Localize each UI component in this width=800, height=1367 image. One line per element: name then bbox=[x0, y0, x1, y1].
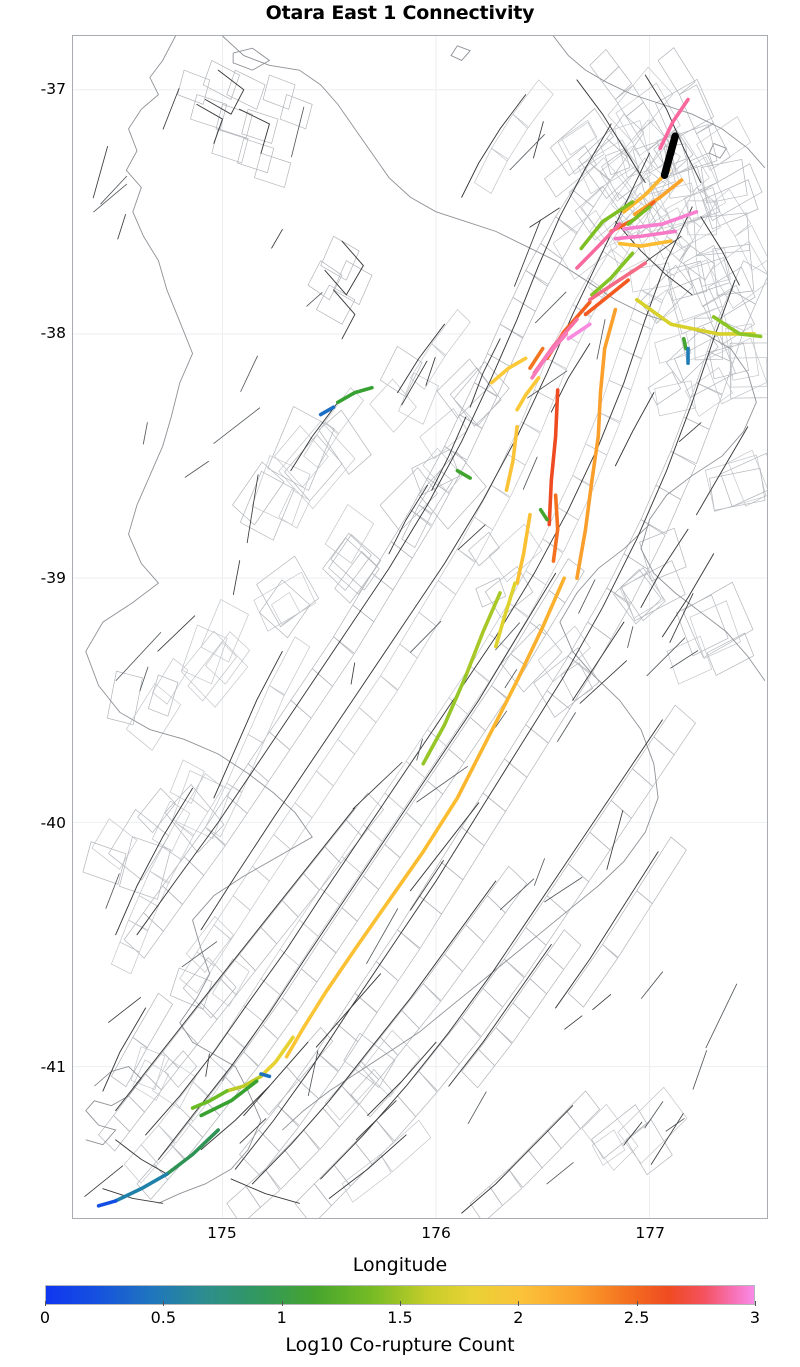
colored-fault-trace bbox=[634, 297, 757, 336]
colored-fault-trace bbox=[538, 508, 549, 522]
colored-fault-trace bbox=[551, 493, 560, 563]
colored-fault-trace bbox=[318, 405, 336, 417]
source-fault-trace bbox=[660, 132, 679, 179]
colored-fault-trace bbox=[515, 576, 566, 683]
colored-fault-trace bbox=[617, 239, 673, 248]
figure-title: Otara East 1 Connectivity bbox=[265, 2, 535, 24]
y-tick-label: -41 bbox=[40, 1058, 66, 1077]
colorbar-tick-label: 0.5 bbox=[150, 1308, 177, 1327]
x-tick-label: 175 bbox=[207, 1224, 237, 1242]
map-axes[interactable] bbox=[72, 35, 768, 1219]
colored-fault-trace bbox=[515, 512, 532, 585]
colorbar-tick-mark bbox=[163, 1301, 165, 1306]
colored-fault-trace bbox=[387, 796, 460, 903]
colored-fault-trace bbox=[547, 388, 560, 527]
colored-fault-trace bbox=[455, 678, 519, 800]
colorbar-tick-mark bbox=[518, 1301, 520, 1306]
colored-fault-trace bbox=[579, 200, 635, 251]
fault-polygon-layer bbox=[83, 48, 767, 1218]
colored-fault-trace bbox=[528, 346, 545, 370]
colorbar-tick-mark bbox=[636, 1301, 638, 1306]
colored-fault-trace bbox=[489, 356, 528, 385]
y-tick-label: -38 bbox=[40, 324, 66, 343]
colorbar-tick-mark bbox=[755, 1301, 756, 1306]
colored-fault-trace bbox=[190, 1089, 229, 1110]
colored-fault-trace bbox=[336, 385, 374, 405]
colored-fault-trace bbox=[113, 1172, 169, 1203]
colored-fault-trace bbox=[96, 1199, 118, 1208]
y-tick-label: -40 bbox=[40, 813, 66, 832]
fault-trace-layer bbox=[85, 70, 748, 1213]
colored-fault-trace bbox=[711, 315, 763, 339]
colorbar-tick-label: 3 bbox=[749, 1308, 761, 1327]
colorbar-tick-mark bbox=[400, 1301, 401, 1306]
colorbar-tick-label: 0 bbox=[39, 1308, 51, 1327]
colored-fault-trace bbox=[596, 307, 618, 439]
colorbar-tick-label: 2 bbox=[513, 1308, 524, 1327]
colored-fault-trace bbox=[504, 424, 519, 493]
y-tick-label: -37 bbox=[40, 79, 66, 98]
colored-fault-trace bbox=[530, 332, 569, 380]
colorbar-tick-label: 1 bbox=[276, 1308, 287, 1327]
colored-fault-trace bbox=[284, 991, 327, 1059]
colored-fault-trace bbox=[622, 168, 671, 214]
colored-fault-trace bbox=[622, 210, 699, 231]
colored-fault-trace bbox=[515, 376, 541, 412]
colored-fault-trace bbox=[626, 205, 652, 226]
colored-fault-trace bbox=[632, 178, 684, 217]
colored-fault-trace bbox=[575, 222, 622, 270]
grid-layer bbox=[73, 36, 767, 1218]
colored-fault-trace bbox=[493, 581, 517, 649]
colored-fault-trace bbox=[566, 322, 592, 341]
source-fault-layer bbox=[660, 132, 679, 179]
colored-fault-trace bbox=[658, 97, 690, 151]
x-tick-label: 176 bbox=[421, 1224, 451, 1242]
colored-fault-trace bbox=[323, 898, 391, 996]
colored-fault-trace bbox=[590, 251, 635, 297]
colored-fault-trace bbox=[455, 468, 472, 480]
y-tick-label: -39 bbox=[40, 569, 66, 588]
colorbar-tick-mark bbox=[45, 1301, 46, 1306]
colored-fault-trace bbox=[583, 278, 630, 317]
x-axis-label: Longitude bbox=[352, 1254, 448, 1276]
colorbar-container[interactable] bbox=[45, 1285, 756, 1306]
colorbar-tick-mark bbox=[281, 1301, 283, 1306]
colored-fault-trace bbox=[464, 591, 502, 678]
x-tick-label: 177 bbox=[635, 1224, 665, 1242]
colored-fault-trace bbox=[259, 1072, 272, 1079]
colorbar-tick-label: 2.5 bbox=[623, 1308, 650, 1327]
colored-fault-trace bbox=[681, 336, 688, 351]
colored-fault-trace bbox=[588, 261, 648, 302]
colorbar-label: Log10 Co-rupture Count bbox=[285, 1334, 515, 1356]
colored-fault-trace bbox=[575, 434, 601, 580]
colored-fault-trace bbox=[259, 1035, 295, 1079]
colored-fault-trace bbox=[421, 674, 468, 766]
colored-fault-trace bbox=[199, 1079, 259, 1118]
coastline-layer bbox=[86, 36, 765, 1203]
colored-fault-trace bbox=[165, 1128, 220, 1176]
colorbar-tick-label: 1.5 bbox=[387, 1308, 413, 1327]
colored-fault-trace bbox=[613, 229, 677, 241]
colored-trace-layer bbox=[96, 97, 763, 1208]
map-canvas[interactable] bbox=[73, 36, 767, 1218]
colored-fault-trace bbox=[224, 1074, 263, 1093]
